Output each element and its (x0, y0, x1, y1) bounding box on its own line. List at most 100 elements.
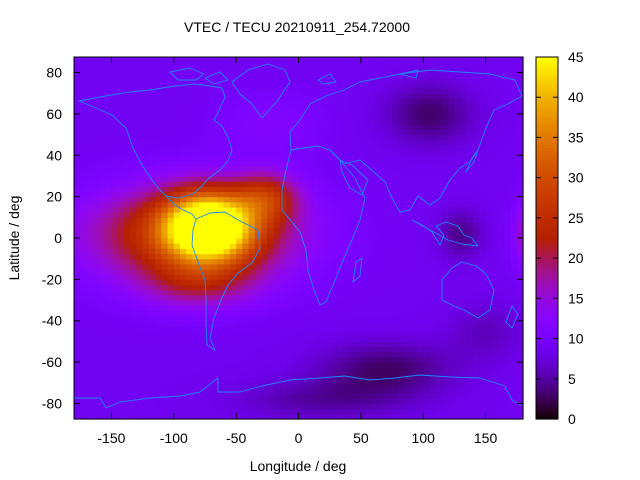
heatmap-cell (460, 119, 468, 125)
heatmap-cell (404, 356, 412, 363)
heatmap-cell (416, 269, 424, 275)
heatmap-cell (392, 155, 399, 162)
heatmap-cell (74, 150, 81, 156)
heatmap-cell (254, 294, 262, 301)
heatmap-cell (248, 129, 256, 136)
heatmap-cell (423, 134, 431, 141)
heatmap-cell (460, 103, 468, 110)
heatmap-cell (379, 315, 387, 322)
heatmap-cell (504, 377, 512, 384)
heatmap-cell (373, 284, 381, 291)
heatmap-cell (385, 346, 393, 353)
heatmap-cell (348, 217, 356, 224)
heatmap-cell (504, 206, 512, 213)
heatmap-cell (236, 139, 243, 146)
heatmap-cell (323, 181, 331, 187)
heatmap-cell (473, 413, 480, 420)
heatmap-cell (342, 341, 349, 348)
heatmap-cell (335, 336, 343, 343)
heatmap-cell (367, 351, 374, 358)
heatmap-cell (236, 398, 243, 405)
heatmap-cell (142, 351, 150, 358)
heatmap-cell (254, 341, 262, 348)
heatmap-cell (460, 67, 468, 74)
heatmap-cell (423, 139, 431, 146)
heatmap-cell (286, 175, 293, 182)
heatmap-cell (74, 134, 81, 141)
heatmap-cell (186, 88, 194, 94)
heatmap-cell (248, 310, 256, 317)
heatmap-cell (248, 253, 256, 260)
heatmap-cell (167, 320, 175, 327)
heatmap-cell (192, 377, 200, 384)
heatmap-cell (204, 201, 212, 208)
heatmap-cell (367, 346, 374, 353)
heatmap-cell (473, 279, 480, 286)
heatmap-cell (335, 310, 343, 317)
heatmap-cell (323, 232, 331, 239)
heatmap-cell (217, 77, 225, 84)
heatmap-cell (273, 336, 281, 343)
heatmap-cell (423, 175, 431, 182)
heatmap-cell (186, 274, 194, 280)
heatmap-cell (379, 274, 387, 280)
heatmap-cell (180, 248, 187, 255)
heatmap-cell (398, 170, 406, 177)
heatmap-cell (342, 331, 349, 337)
heatmap-cell (423, 310, 431, 317)
heatmap-cell (167, 393, 175, 399)
heatmap-cell (485, 310, 493, 317)
heatmap-cell (223, 269, 231, 275)
heatmap-cell (254, 103, 262, 110)
heatmap-cell (510, 413, 518, 420)
heatmap-cell (429, 62, 437, 68)
heatmap-cell (335, 331, 343, 337)
heatmap-cell (329, 263, 337, 270)
heatmap-cell (392, 258, 399, 265)
heatmap-cell (466, 155, 474, 162)
heatmap-cell (242, 103, 250, 110)
heatmap-cell (261, 88, 268, 94)
heatmap-cell (242, 413, 250, 420)
heatmap-cell (448, 377, 456, 384)
heatmap-cell (429, 346, 437, 353)
heatmap-cell (460, 124, 468, 130)
heatmap-cell (404, 351, 412, 358)
heatmap-cell (454, 150, 462, 156)
heatmap-cell (211, 258, 219, 265)
heatmap-cell (279, 217, 287, 224)
heatmap-cell (342, 170, 349, 177)
heatmap-cell (236, 57, 243, 63)
heatmap-cell (373, 320, 381, 327)
heatmap-cell (298, 362, 306, 368)
heatmap-cell (192, 181, 200, 187)
heatmap-cell (416, 367, 424, 374)
heatmap-cell (286, 243, 293, 249)
heatmap-cell (485, 356, 493, 363)
heatmap-cell (180, 212, 187, 218)
heatmap-cell (498, 289, 505, 296)
heatmap-cell (342, 398, 349, 405)
heatmap-cell (279, 362, 287, 368)
heatmap-cell (186, 325, 194, 332)
heatmap-cell (304, 310, 312, 317)
heatmap-cell (217, 341, 225, 348)
heatmap-cell (429, 289, 437, 296)
heatmap-cell (204, 165, 212, 172)
heatmap-cell (310, 377, 318, 384)
heatmap-cell (504, 356, 512, 363)
heatmap-cell (410, 367, 418, 374)
heatmap-cell (242, 372, 250, 379)
heatmap-cell (98, 279, 106, 286)
heatmap-cell (298, 310, 306, 317)
heatmap-cell (360, 191, 368, 198)
heatmap-cell (155, 201, 162, 208)
heatmap-cell (167, 279, 175, 286)
heatmap-cell (242, 139, 250, 146)
heatmap-cell (155, 263, 162, 270)
heatmap-cell (117, 263, 125, 270)
heatmap-cell (136, 315, 144, 322)
heatmap-cell (323, 150, 331, 156)
heatmap-cell (491, 186, 499, 193)
heatmap-cell (410, 336, 418, 343)
